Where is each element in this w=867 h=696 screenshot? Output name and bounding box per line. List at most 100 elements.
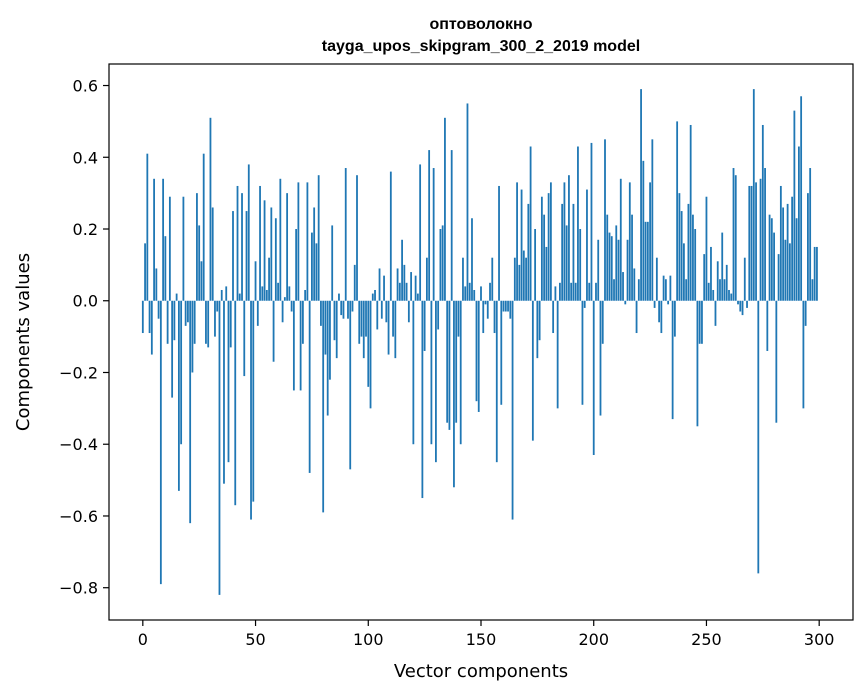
bar: [223, 300, 225, 484]
bar: [392, 300, 394, 337]
bar: [610, 236, 613, 301]
bar: [439, 229, 442, 301]
bar: [304, 289, 307, 301]
bar: [581, 300, 584, 405]
bar: [642, 160, 645, 301]
bar: [281, 300, 284, 323]
bar: [200, 261, 203, 301]
bar: [800, 96, 803, 301]
bar: [617, 239, 620, 301]
bar: [651, 139, 654, 301]
bar: [387, 300, 390, 355]
bar: [759, 178, 762, 301]
bar: [484, 300, 487, 305]
bar: [527, 203, 530, 301]
x-axis-label: Vector components: [394, 661, 568, 682]
bar: [797, 146, 800, 301]
bars-group: [141, 89, 818, 595]
bar: [338, 293, 340, 301]
bar: [480, 286, 482, 301]
bar: [633, 268, 636, 301]
bar: [743, 257, 746, 301]
bar: [520, 189, 523, 301]
bar: [177, 300, 180, 491]
bar: [606, 214, 609, 301]
y-axis-label: Components values: [13, 253, 34, 431]
bar: [198, 225, 201, 301]
bar: [694, 229, 697, 301]
bar: [241, 193, 243, 301]
bar: [595, 282, 597, 301]
bar: [403, 264, 406, 301]
bar: [455, 300, 458, 423]
x-tick-label: 50: [245, 630, 265, 649]
bar: [637, 279, 640, 301]
bar: [144, 243, 146, 301]
bar: [547, 193, 550, 301]
bar: [351, 300, 354, 312]
bar: [646, 221, 649, 301]
bar: [507, 300, 509, 312]
bar: [311, 232, 313, 301]
bar: [432, 168, 435, 301]
bar: [473, 289, 476, 301]
bar: [211, 207, 214, 301]
bar: [162, 178, 165, 301]
bar: [725, 264, 728, 301]
bar: [728, 289, 730, 301]
bar: [752, 89, 755, 301]
bar: [232, 211, 234, 301]
bar: [435, 300, 437, 463]
bar: [263, 200, 266, 301]
bar: [268, 257, 270, 301]
bar: [522, 250, 525, 301]
bar: [227, 300, 230, 463]
bar: [816, 246, 818, 301]
bar: [326, 300, 329, 416]
bar: [254, 261, 257, 301]
bar: [419, 164, 422, 301]
bar: [784, 239, 787, 301]
bar: [468, 282, 471, 301]
bar: [705, 196, 708, 301]
bar: [141, 300, 144, 334]
bar: [561, 203, 564, 301]
y-tick-label: −0.6: [59, 507, 98, 526]
bar: [608, 232, 611, 301]
bar: [148, 300, 151, 334]
bar: [755, 182, 757, 301]
bar: [153, 178, 155, 301]
bar: [225, 286, 228, 301]
bar: [504, 300, 507, 312]
bar: [703, 254, 706, 301]
bar: [678, 193, 681, 301]
bar: [685, 279, 688, 301]
bar: [710, 246, 712, 301]
bar: [579, 229, 582, 301]
bar: [545, 246, 548, 301]
bar: [234, 300, 237, 506]
y-tick-label: −0.4: [59, 435, 98, 454]
y-tick-label: 0.0: [73, 292, 98, 311]
bar: [716, 261, 719, 301]
bar: [536, 300, 539, 359]
bar: [173, 300, 176, 341]
bar: [721, 232, 724, 301]
bar: [207, 300, 210, 348]
bar: [649, 182, 651, 301]
bar: [604, 139, 606, 301]
bar: [159, 300, 162, 585]
bar: [626, 239, 629, 301]
bar: [761, 124, 764, 301]
bar: [556, 300, 559, 409]
bar: [757, 300, 760, 574]
bar: [236, 185, 239, 301]
bar: [396, 268, 399, 301]
bar: [376, 300, 379, 330]
bar: [622, 272, 624, 301]
bar: [405, 282, 408, 301]
bar: [340, 300, 343, 316]
bar: [619, 178, 622, 301]
bar: [425, 257, 428, 301]
